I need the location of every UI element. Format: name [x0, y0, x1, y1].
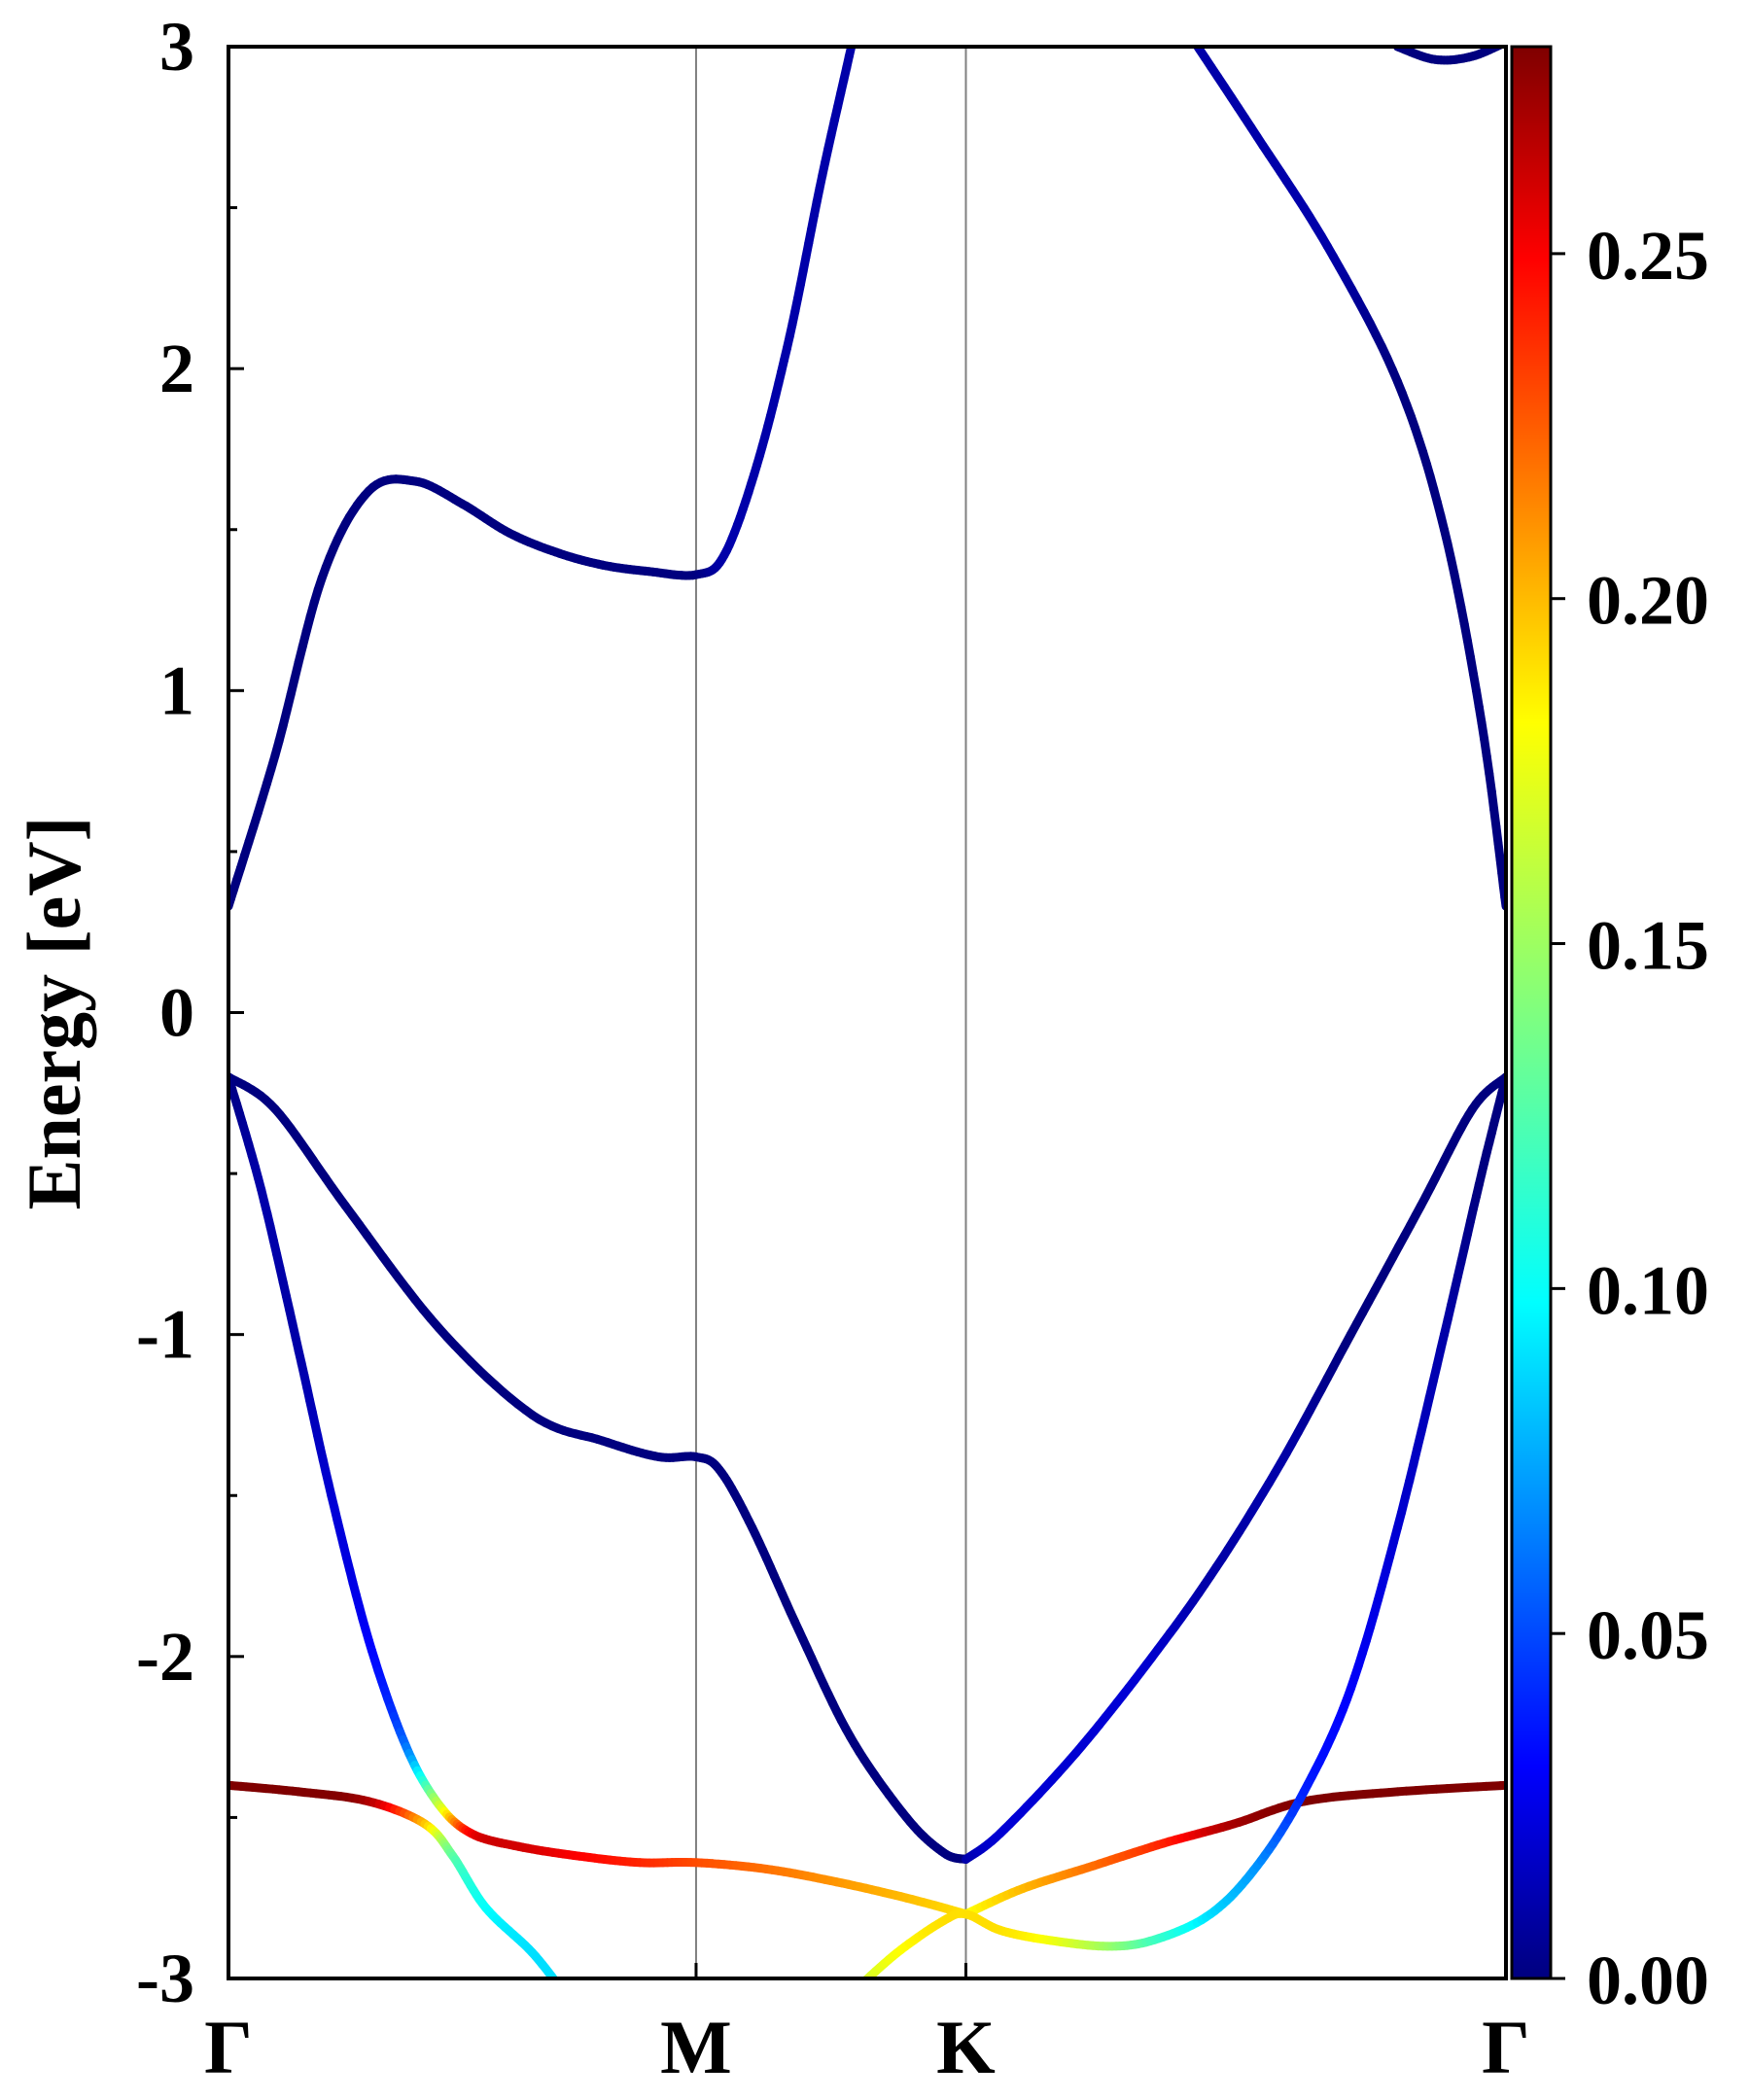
- colorbar-tick-label: 0.00: [1587, 1942, 1709, 2019]
- colorbar-tick-label: 0.10: [1587, 1251, 1709, 1329]
- x-tick-label: K: [936, 2005, 996, 2089]
- colorbar-tick-label: 0.05: [1587, 1596, 1709, 1674]
- y-tick-label: -3: [136, 1940, 194, 2017]
- colorbar-tick-label: 0.20: [1587, 562, 1709, 640]
- band-segment: [557, 1984, 560, 1987]
- band-segment: [858, 1983, 862, 1987]
- band-1: [228, 30, 857, 911]
- band-segment: [562, 1990, 564, 1993]
- band-segment: [1508, 40, 1510, 41]
- colorbar-tick-label: 0.15: [1587, 907, 1709, 985]
- band-5: [962, 1072, 1506, 1864]
- band-4: [228, 1072, 970, 1864]
- x-tick-label: Γ: [1482, 2005, 1530, 2089]
- plot-frame: [227, 45, 1508, 1980]
- band-9: [851, 1072, 1506, 1994]
- y-tick-label: -2: [136, 1618, 194, 1696]
- y-axis: 3 2 1 0 -1 -2 -3: [136, 8, 244, 2017]
- colorbar-gradient: [1510, 45, 1553, 1980]
- band-8: [228, 1780, 566, 1995]
- band-segment: [560, 1987, 562, 1990]
- band-segment: [1187, 30, 1191, 35]
- y-tick-label: 1: [159, 651, 194, 729]
- band-2: [1187, 30, 1506, 911]
- colorbar: 0.00 0.05 0.10 0.15 0.20 0.25: [1510, 45, 1709, 2019]
- band-segment: [1506, 41, 1508, 42]
- band-segment: [853, 1990, 856, 1993]
- y-tick-label: 0: [159, 974, 194, 1052]
- band-segment: [851, 1992, 853, 1994]
- band-segment: [854, 30, 856, 37]
- y-tick-label: 3: [159, 8, 194, 86]
- band-segment: [550, 1976, 559, 1978]
- band-6: [228, 1072, 970, 1919]
- band-segment: [1191, 36, 1195, 43]
- band-segment: [1495, 47, 1506, 50]
- high-symmetry-lines: [694, 47, 967, 1978]
- band-segment: [856, 1987, 858, 1990]
- colorbar-tick-label: 0.25: [1587, 217, 1709, 295]
- colorbar-ticks: 0.00 0.05 0.10 0.15 0.20 0.25: [1551, 217, 1709, 2019]
- y-axis-title: Energy [eV]: [12, 816, 96, 1209]
- x-tick-label: M: [660, 2005, 732, 2089]
- band-lines: [228, 30, 1510, 1995]
- x-tick-label: Γ: [204, 2005, 253, 2089]
- y-tick-label: -1: [136, 1296, 194, 1374]
- y-tick-label: 2: [159, 330, 194, 407]
- band-segment: [564, 1993, 566, 1995]
- band-segment: [1499, 47, 1506, 49]
- band-3: [1392, 40, 1510, 65]
